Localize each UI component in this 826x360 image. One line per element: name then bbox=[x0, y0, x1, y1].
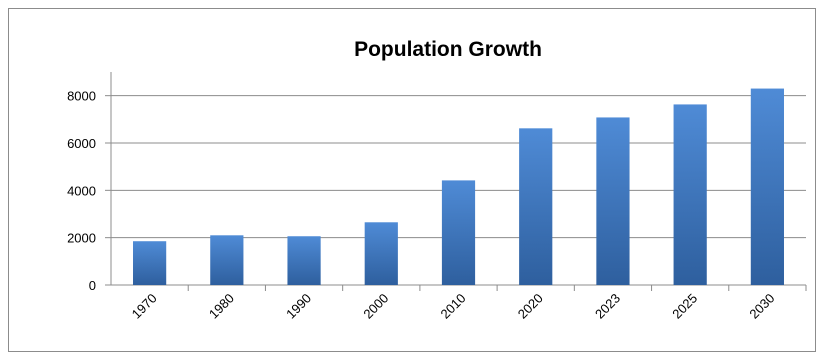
y-tick-label: 6000 bbox=[67, 136, 96, 151]
bars bbox=[133, 88, 784, 285]
x-tick-label: 2023 bbox=[592, 291, 623, 322]
y-tick-label: 4000 bbox=[67, 183, 96, 198]
bar-2000 bbox=[364, 222, 398, 285]
y-tick-labels: 0 2000 4000 6000 8000 bbox=[67, 89, 96, 293]
x-tick-label: 2010 bbox=[438, 291, 469, 322]
x-tick-label: 2000 bbox=[360, 291, 391, 322]
y-tick-label: 2000 bbox=[67, 231, 96, 246]
x-tick-label: 2025 bbox=[669, 291, 700, 322]
x-tick-labels: 1970 1980 1990 2000 2010 2020 2023 2025 2030 bbox=[129, 291, 778, 322]
chart-title: Population Growth bbox=[354, 38, 542, 61]
bar-1980 bbox=[210, 235, 244, 285]
x-tick-label: 1990 bbox=[283, 291, 314, 322]
x-tick-label: 2020 bbox=[515, 291, 546, 322]
x-tick-label: 1970 bbox=[129, 291, 160, 322]
bar-2010 bbox=[441, 180, 476, 285]
bar-1990 bbox=[287, 236, 321, 285]
y-tick-label: 0 bbox=[89, 278, 96, 293]
x-tick-label: 1980 bbox=[206, 291, 237, 322]
bar-2020 bbox=[519, 128, 553, 285]
bar-1970 bbox=[133, 241, 167, 285]
y-tick-label: 8000 bbox=[67, 89, 96, 104]
bar-2025 bbox=[673, 104, 707, 285]
x-tick-label: 2030 bbox=[746, 291, 777, 322]
bar-2023 bbox=[596, 117, 630, 285]
bar-2030 bbox=[750, 88, 784, 285]
